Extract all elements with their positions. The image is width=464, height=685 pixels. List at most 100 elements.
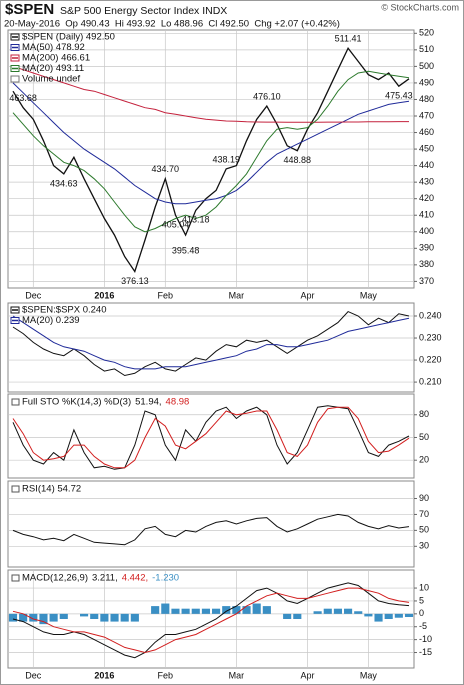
chart-title: $SPEN	[5, 1, 54, 18]
panel-frame	[7, 393, 415, 479]
y-tick-label: 430	[419, 177, 434, 187]
y-tick-label: 0.240	[419, 310, 442, 320]
y-tick-label: 0	[419, 608, 424, 618]
source: © StockCharts.com	[381, 2, 459, 12]
x-tick-label: Apr	[300, 290, 314, 300]
y-tick-label: 370	[419, 276, 434, 286]
legend-swatch	[11, 574, 20, 582]
y-tick-label: 390	[419, 243, 434, 253]
y-tick-label: 70	[419, 509, 429, 519]
x-tick-label: 2016	[94, 290, 114, 300]
series-line	[12, 513, 410, 546]
y-tick-label: 0.230	[419, 332, 442, 342]
histogram-bar	[130, 613, 139, 622]
y-tick-label: 460	[419, 127, 434, 137]
series-line	[12, 587, 410, 654]
histogram-bar	[171, 608, 180, 614]
y-tick-label: 510	[419, 44, 434, 54]
histogram-bar	[191, 608, 200, 614]
histogram-bar	[354, 611, 363, 614]
histogram-bar	[39, 613, 48, 625]
histogram-bar	[90, 613, 99, 619]
y-tick-label: 400	[419, 226, 434, 236]
price-info: 20-May-2016 Op 490.43 Hi 493.92 Lo 488.9…	[4, 19, 340, 30]
histogram-bar	[344, 608, 353, 614]
panel-frame	[7, 29, 415, 289]
x-tick-label: 2016	[94, 670, 114, 680]
histogram-bar	[232, 606, 241, 614]
histogram-bar	[100, 613, 109, 622]
legend-label: MA(50) 478.92	[22, 42, 85, 53]
histogram-bar	[404, 613, 414, 618]
series-line	[12, 70, 410, 233]
price-annotation: 413.18	[182, 215, 210, 225]
price-annotation: 376.13	[121, 276, 149, 286]
series-line	[12, 315, 410, 370]
y-tick-label: 90	[419, 493, 429, 503]
panel-frame	[7, 569, 415, 669]
legend-swatch	[10, 75, 20, 83]
legend-label: MA(20) 0.239	[22, 315, 80, 326]
legend-label: RSI(14) 54.72	[22, 484, 81, 495]
histogram-bar	[242, 606, 251, 614]
y-tick-label: 20	[419, 455, 429, 465]
price-annotation: 511.41	[335, 34, 362, 44]
histogram-bar	[313, 611, 322, 614]
x-tick-label: Mar	[229, 290, 245, 300]
y-tick-label: 380	[419, 259, 434, 269]
x-tick-label: Apr	[300, 670, 314, 680]
legend-label: 48.98	[166, 397, 190, 408]
legend-label: 51.94,	[135, 397, 161, 408]
histogram-bar	[212, 608, 221, 614]
price-annotation: 405.04	[162, 220, 190, 230]
histogram-bar	[333, 608, 342, 614]
y-tick-label: 50	[419, 525, 429, 535]
series-line	[12, 405, 410, 470]
series-line	[12, 65, 409, 123]
histogram-bar	[49, 613, 58, 622]
legend-label: $SPEN:$SPX 0.240	[22, 305, 107, 316]
histogram-bar	[384, 613, 393, 619]
panel-frame	[7, 302, 415, 393]
legend-swatch	[11, 398, 20, 406]
y-tick-label: -15	[419, 647, 432, 657]
y-tick-label: 0.220	[419, 354, 442, 364]
y-tick-label: 480	[419, 94, 434, 104]
legend-label: 4.442,	[122, 573, 148, 584]
price-annotation: 434.70	[152, 164, 180, 174]
price-annotation: 475.43	[385, 91, 413, 101]
y-tick-label: 5	[419, 595, 424, 605]
chart-subtitle: S&P 500 Energy Sector Index INDX	[60, 5, 227, 17]
y-tick-label: 50	[419, 432, 429, 442]
legend-label: Volume undef	[22, 74, 80, 85]
series-line	[12, 406, 410, 469]
panel-frame	[7, 480, 415, 568]
price-annotation: 476.10	[253, 91, 281, 101]
y-tick-label: 490	[419, 77, 434, 87]
histogram-bar	[181, 608, 190, 614]
x-tick-label: Mar	[229, 670, 245, 680]
histogram-bar	[8, 613, 18, 622]
y-tick-label: 450	[419, 143, 434, 153]
x-tick-label: Dec	[25, 290, 42, 300]
y-tick-label: -5	[419, 621, 427, 631]
panel-title: Full STO %K(14,3) %D(3)	[22, 397, 131, 408]
histogram-bar	[59, 613, 68, 619]
histogram-bar	[201, 608, 210, 614]
y-tick-label: 520	[419, 28, 434, 38]
price-annotation: 438.19	[212, 154, 240, 164]
legend-label: 3.211,	[92, 573, 118, 584]
histogram-bar	[29, 613, 38, 622]
histogram-bar	[151, 606, 160, 614]
histogram-bar	[19, 613, 28, 622]
histogram-bar	[374, 613, 383, 622]
y-tick-label: 500	[419, 61, 434, 71]
histogram-bar	[222, 606, 231, 614]
series-line	[12, 310, 410, 377]
histogram-bar	[120, 613, 129, 622]
histogram-bar	[364, 613, 373, 617]
y-tick-label: 410	[419, 210, 434, 220]
histogram-bar	[252, 603, 261, 614]
legend-swatch	[11, 485, 20, 493]
